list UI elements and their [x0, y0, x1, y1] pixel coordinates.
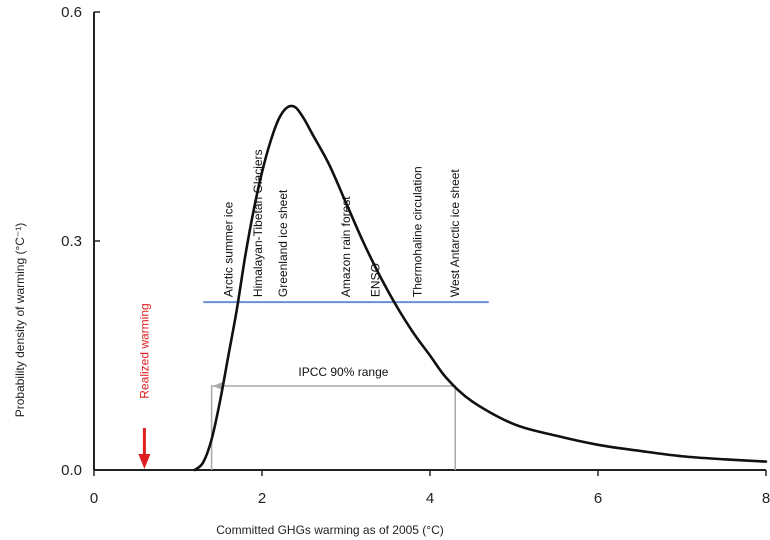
y-tick-label: 0.3: [61, 233, 82, 250]
tipping-point-label: Himalayan-Tibetan Glaciers: [251, 149, 265, 297]
tipping-point-label: Arctic summer ice: [221, 201, 235, 297]
probability-density-curve: [193, 104, 768, 472]
y-tick-label: 0.6: [61, 4, 82, 21]
ipcc-range-bracket: [210, 385, 456, 470]
ipcc-range-group: IPCC 90% range: [210, 365, 456, 470]
ipcc-range-arrowhead: [212, 382, 223, 391]
tipping-points: Arctic summer ice Himalayan-Tibetan Glaci…: [221, 149, 462, 297]
axes: [93, 12, 766, 471]
realized-warming-marker: Realized warming: [137, 303, 151, 469]
realized-warming-label: Realized warming: [137, 303, 151, 398]
y-tick-label: 0.0: [61, 462, 82, 479]
x-axis-label: Committed GHGs warming as of 2005 (°C): [216, 523, 444, 537]
y-ticks: 0.0 0.3 0.6: [61, 4, 100, 479]
x-tick-label: 6: [594, 490, 602, 507]
ipcc-range-label: IPCC 90% range: [298, 365, 388, 379]
x-tick-label: 8: [762, 490, 770, 507]
y-axis-label: Probability density of warming (°C⁻¹): [13, 223, 27, 418]
x-tick-label: 2: [258, 490, 266, 507]
x-ticks: 0 2 4 6 8: [90, 470, 770, 507]
tipping-point-label: Thermohaline circulation: [410, 166, 424, 297]
tipping-point-label: Greenland ice sheet: [276, 189, 290, 297]
x-tick-label: 0: [90, 490, 98, 507]
tipping-point-label: West Antarctic ice sheet: [448, 169, 462, 298]
tipping-point-label: Amazon rain forest: [339, 196, 353, 297]
x-tick-label: 4: [426, 490, 434, 507]
realized-warming-arrowhead: [138, 454, 151, 469]
